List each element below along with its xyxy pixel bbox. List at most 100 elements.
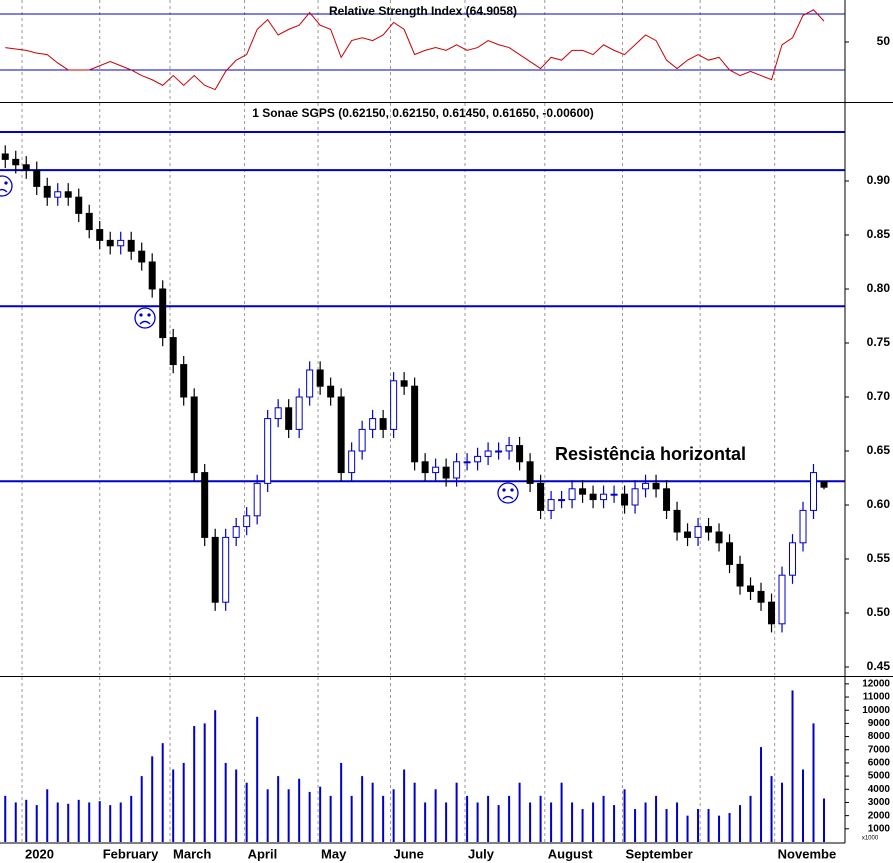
volume-bar [182, 762, 185, 842]
volume-bar [539, 795, 542, 842]
candle-body [148, 261, 156, 290]
volume-bar [760, 747, 763, 842]
volume-bar [382, 795, 385, 842]
candle-body [169, 337, 177, 366]
candle-body [778, 574, 786, 625]
volume-bar [644, 802, 647, 842]
volume-bar [728, 813, 731, 842]
y-tick-label: 2000 [868, 810, 891, 821]
volume-bar [308, 791, 311, 842]
x-tick-label: May [321, 846, 347, 861]
candle-body [484, 450, 492, 457]
volume-bar [655, 795, 658, 842]
candle-body [64, 191, 72, 198]
candle-body [127, 239, 135, 252]
candle-body [463, 461, 471, 464]
volume-bar [508, 795, 511, 842]
candle-body [337, 396, 345, 474]
volume-bar [581, 809, 584, 842]
volume-bar [770, 776, 773, 842]
candle-body [810, 472, 818, 511]
volume-bar [613, 805, 616, 842]
candle-body [558, 499, 566, 502]
volume-bar [266, 789, 269, 842]
volume-bar [193, 726, 196, 842]
volume-bar [4, 795, 7, 842]
y-tick-label: 0.75 [867, 335, 891, 349]
volume-unit: x1000 [862, 836, 879, 842]
candle-body [705, 526, 713, 533]
volume-bar [424, 802, 427, 842]
candle-body [117, 239, 125, 247]
x-tick-label: July [468, 846, 495, 861]
y-tick-label: 6000 [868, 758, 891, 769]
volume-bar [77, 799, 80, 842]
candle-body [820, 481, 828, 488]
x-tick-label: February [103, 846, 159, 861]
volume-bar [550, 802, 553, 842]
candle-body [1, 153, 9, 160]
volume-bar [151, 756, 154, 842]
y-tick-label: 11000 [863, 692, 891, 703]
candle-body [400, 380, 408, 387]
volume-bar [697, 809, 700, 842]
volume-bar [676, 802, 679, 842]
volume-bar [392, 789, 395, 842]
volume-bar [109, 805, 112, 842]
candle-body [474, 455, 482, 463]
candle-body [106, 239, 114, 247]
candle-body [306, 369, 314, 398]
y-tick-label: 1000 [868, 823, 891, 834]
x-tick-label: August [548, 846, 593, 861]
candle-body [327, 385, 335, 398]
y-tick-label: 0.85 [867, 227, 891, 241]
candle-body [799, 509, 807, 544]
candle-body [33, 169, 41, 187]
volume-bar [340, 762, 343, 842]
price-title: 1 Sonae SGPS (0.62150, 0.62150, 0.61450,… [252, 106, 594, 120]
candle-body [432, 466, 440, 474]
candle-body [663, 488, 671, 511]
candle-body [715, 531, 723, 544]
candle-body [642, 482, 650, 490]
volume-bar [256, 716, 259, 842]
candle-body [505, 445, 513, 452]
volume-bar [529, 802, 532, 842]
volume-bar [130, 795, 133, 842]
y-tick-label: 8000 [868, 731, 891, 742]
candle-body [600, 493, 608, 501]
candle-body [684, 531, 692, 538]
candle-body [358, 428, 366, 452]
y-tick-label: 0.50 [867, 605, 891, 619]
candle-body [589, 493, 597, 501]
y-tick-label: 0.60 [867, 497, 891, 511]
volume-bar [319, 786, 322, 842]
candle-body [610, 493, 618, 496]
candle-body [75, 196, 83, 214]
candle-body [516, 445, 524, 463]
volume-bar [172, 769, 175, 842]
y-tick-label: 0.90 [867, 173, 891, 187]
volume-bar [203, 723, 206, 842]
volume-bar [287, 789, 290, 842]
volume-bar [445, 802, 448, 842]
volume-bar [466, 795, 469, 842]
y-tick-label: 7000 [868, 744, 891, 755]
candle-body [768, 601, 776, 625]
candle-body [274, 407, 282, 420]
candle-body [243, 515, 251, 528]
x-tick-label: September [625, 846, 692, 861]
candle-body [316, 369, 324, 387]
x-tick-label: Novembe [778, 846, 837, 861]
volume-bar [623, 789, 626, 842]
candle-body [190, 396, 198, 474]
volume-bar [434, 789, 437, 842]
volume-bar [67, 803, 70, 842]
volume-bar [781, 782, 784, 842]
volume-bar [88, 802, 91, 842]
y-tick-label: 9000 [868, 718, 891, 729]
candle-body [747, 585, 755, 592]
volume-bar [350, 795, 353, 842]
